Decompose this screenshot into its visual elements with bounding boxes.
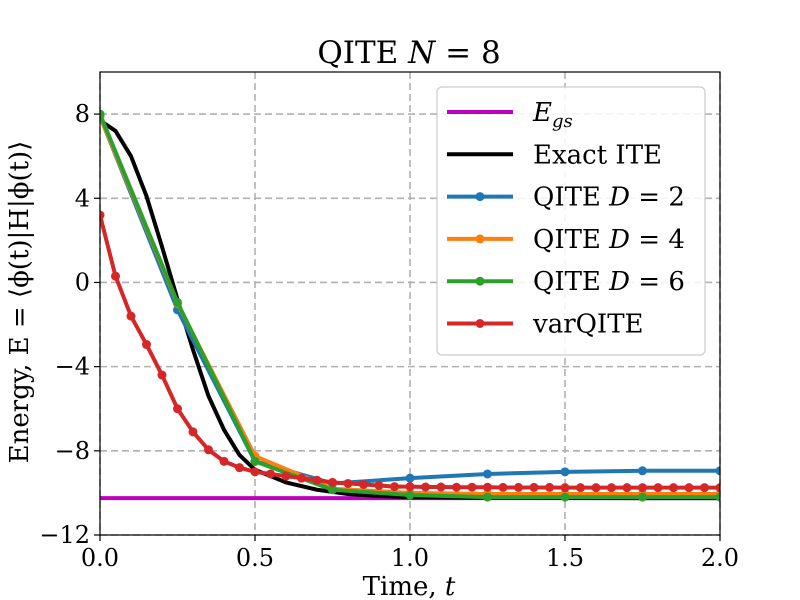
y-axis-label: Energy, E = ⟨ϕ(t)|H|ϕ(t)⟩ xyxy=(5,141,35,464)
data-point xyxy=(328,485,337,495)
data-point xyxy=(219,456,229,466)
x-tick-label: 0.0 xyxy=(81,544,119,572)
data-point xyxy=(638,492,647,502)
data-point xyxy=(297,473,306,483)
legend: Egs Exact ITE QITE D = 2 QITE D = 4 QITE D =… xyxy=(436,86,706,356)
data-point xyxy=(188,427,198,437)
legend-label: QITE D = 6 xyxy=(533,267,685,297)
x-axis-label: Time, t xyxy=(363,572,456,600)
plot-area xyxy=(99,71,721,536)
data-point xyxy=(498,482,508,492)
data-point xyxy=(374,481,384,491)
data-point xyxy=(328,477,337,487)
x-axis: 0.0 0.5 1.0 1.5 2.0 xyxy=(81,535,739,572)
data-point xyxy=(700,483,709,493)
series-varqite xyxy=(100,210,720,493)
data-point xyxy=(312,475,322,485)
chart-title: QITE N = 8 xyxy=(317,35,500,71)
data-point xyxy=(591,483,601,493)
x-tick-label: 2.0 xyxy=(701,544,739,572)
legend-marker xyxy=(475,276,485,286)
legend-label: varQITE xyxy=(532,310,644,340)
data-point xyxy=(483,469,492,479)
data-point xyxy=(250,456,260,466)
y-tick-label: −4 xyxy=(55,353,90,381)
legend-label: QITE D = 2 xyxy=(533,183,685,213)
legend-item-varqite: varQITE xyxy=(447,310,644,340)
data-point xyxy=(715,466,720,476)
data-point xyxy=(126,311,136,321)
legend-label: QITE D = 4 xyxy=(533,225,685,255)
data-point xyxy=(359,479,368,489)
data-point xyxy=(684,483,694,493)
legend-item-qite-d-4: QITE D = 4 xyxy=(447,225,685,255)
data-point xyxy=(576,483,585,493)
data-point xyxy=(638,466,647,476)
data-point xyxy=(483,492,492,502)
legend-marker xyxy=(475,234,485,244)
data-point xyxy=(514,482,523,492)
data-point xyxy=(343,478,353,488)
data-point xyxy=(669,483,678,493)
y-tick-label: 4 xyxy=(75,184,90,212)
legend-marker xyxy=(475,192,485,202)
legend-item-e-gs: Egs xyxy=(447,98,573,132)
data-point xyxy=(436,482,446,492)
data-point xyxy=(421,482,430,492)
y-tick-label: 8 xyxy=(75,100,90,128)
data-point xyxy=(281,471,291,481)
data-point xyxy=(452,482,461,492)
data-point xyxy=(173,404,182,414)
data-point xyxy=(622,483,632,493)
data-point xyxy=(715,492,720,502)
y-tick-label: 0 xyxy=(75,268,90,296)
data-point xyxy=(405,482,415,492)
data-point xyxy=(173,297,182,307)
x-tick-label: 0.5 xyxy=(236,544,274,572)
series-qite-d-6 xyxy=(100,109,720,502)
data-point xyxy=(405,490,415,500)
data-point xyxy=(607,483,616,493)
y-tick-label: −8 xyxy=(55,437,90,465)
data-point xyxy=(390,482,399,492)
legend-item-qite-d-2: QITE D = 2 xyxy=(447,183,685,213)
data-point xyxy=(638,483,647,493)
data-point xyxy=(467,482,477,492)
data-point xyxy=(250,467,260,477)
legend-label: Egs xyxy=(532,98,573,132)
data-point xyxy=(405,473,415,483)
data-point xyxy=(560,492,570,502)
legend-item-qite-d-6: QITE D = 6 xyxy=(447,267,685,297)
legend-item-exact-ite: Exact ITE xyxy=(447,140,662,170)
data-point xyxy=(715,483,720,493)
data-point xyxy=(235,463,244,473)
data-point xyxy=(560,483,570,493)
data-point xyxy=(560,467,570,477)
data-point xyxy=(142,340,151,350)
y-tick-label: −12 xyxy=(39,521,90,549)
data-point xyxy=(157,370,167,380)
data-point xyxy=(653,483,663,493)
y-axis: −12 −8 −4 0 4 8 xyxy=(39,100,100,549)
x-tick-label: 1.5 xyxy=(546,544,584,572)
legend-marker xyxy=(475,319,485,328)
data-point xyxy=(100,210,105,220)
data-point xyxy=(100,109,105,119)
data-point xyxy=(111,271,120,281)
x-tick-label: 1.0 xyxy=(391,544,429,572)
legend-label: Exact ITE xyxy=(533,140,662,170)
data-point xyxy=(204,445,213,455)
data-point xyxy=(529,482,539,492)
data-point xyxy=(483,482,492,492)
data-point xyxy=(266,469,275,479)
data-point xyxy=(545,482,554,492)
